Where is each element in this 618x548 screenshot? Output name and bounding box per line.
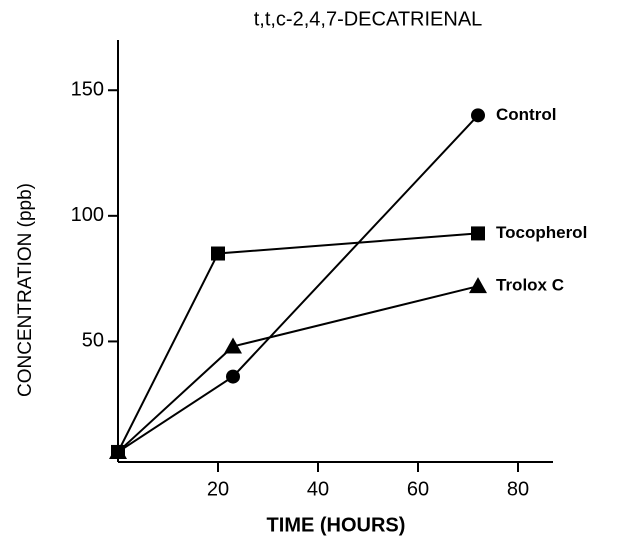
- y-tick-label: 150: [71, 79, 104, 101]
- x-tick-label: 80: [507, 478, 529, 500]
- y-axis-label: CONCENTRATION (ppb): [15, 183, 36, 397]
- point: [471, 108, 485, 123]
- point: [469, 277, 487, 294]
- x-tick-label: 40: [307, 478, 329, 500]
- x-tick-label: 60: [407, 478, 429, 500]
- point: [471, 226, 485, 241]
- series-line: [117, 232, 479, 453]
- x-tick-label: 20: [207, 478, 229, 500]
- series-label: Tocopherol: [496, 223, 587, 242]
- y-tick-label: 50: [82, 330, 104, 352]
- point: [224, 337, 242, 354]
- x-axis-label: TIME (HOURS): [267, 514, 406, 536]
- y-tick-label: 100: [71, 204, 104, 226]
- series-label: Control: [496, 105, 556, 124]
- chart-title: t,t,c-2,4,7-DECATRIENAL: [254, 8, 483, 30]
- series-line: [117, 285, 479, 453]
- point: [211, 246, 225, 261]
- point: [226, 369, 240, 384]
- point: [109, 442, 127, 459]
- series-label: Trolox C: [496, 276, 564, 295]
